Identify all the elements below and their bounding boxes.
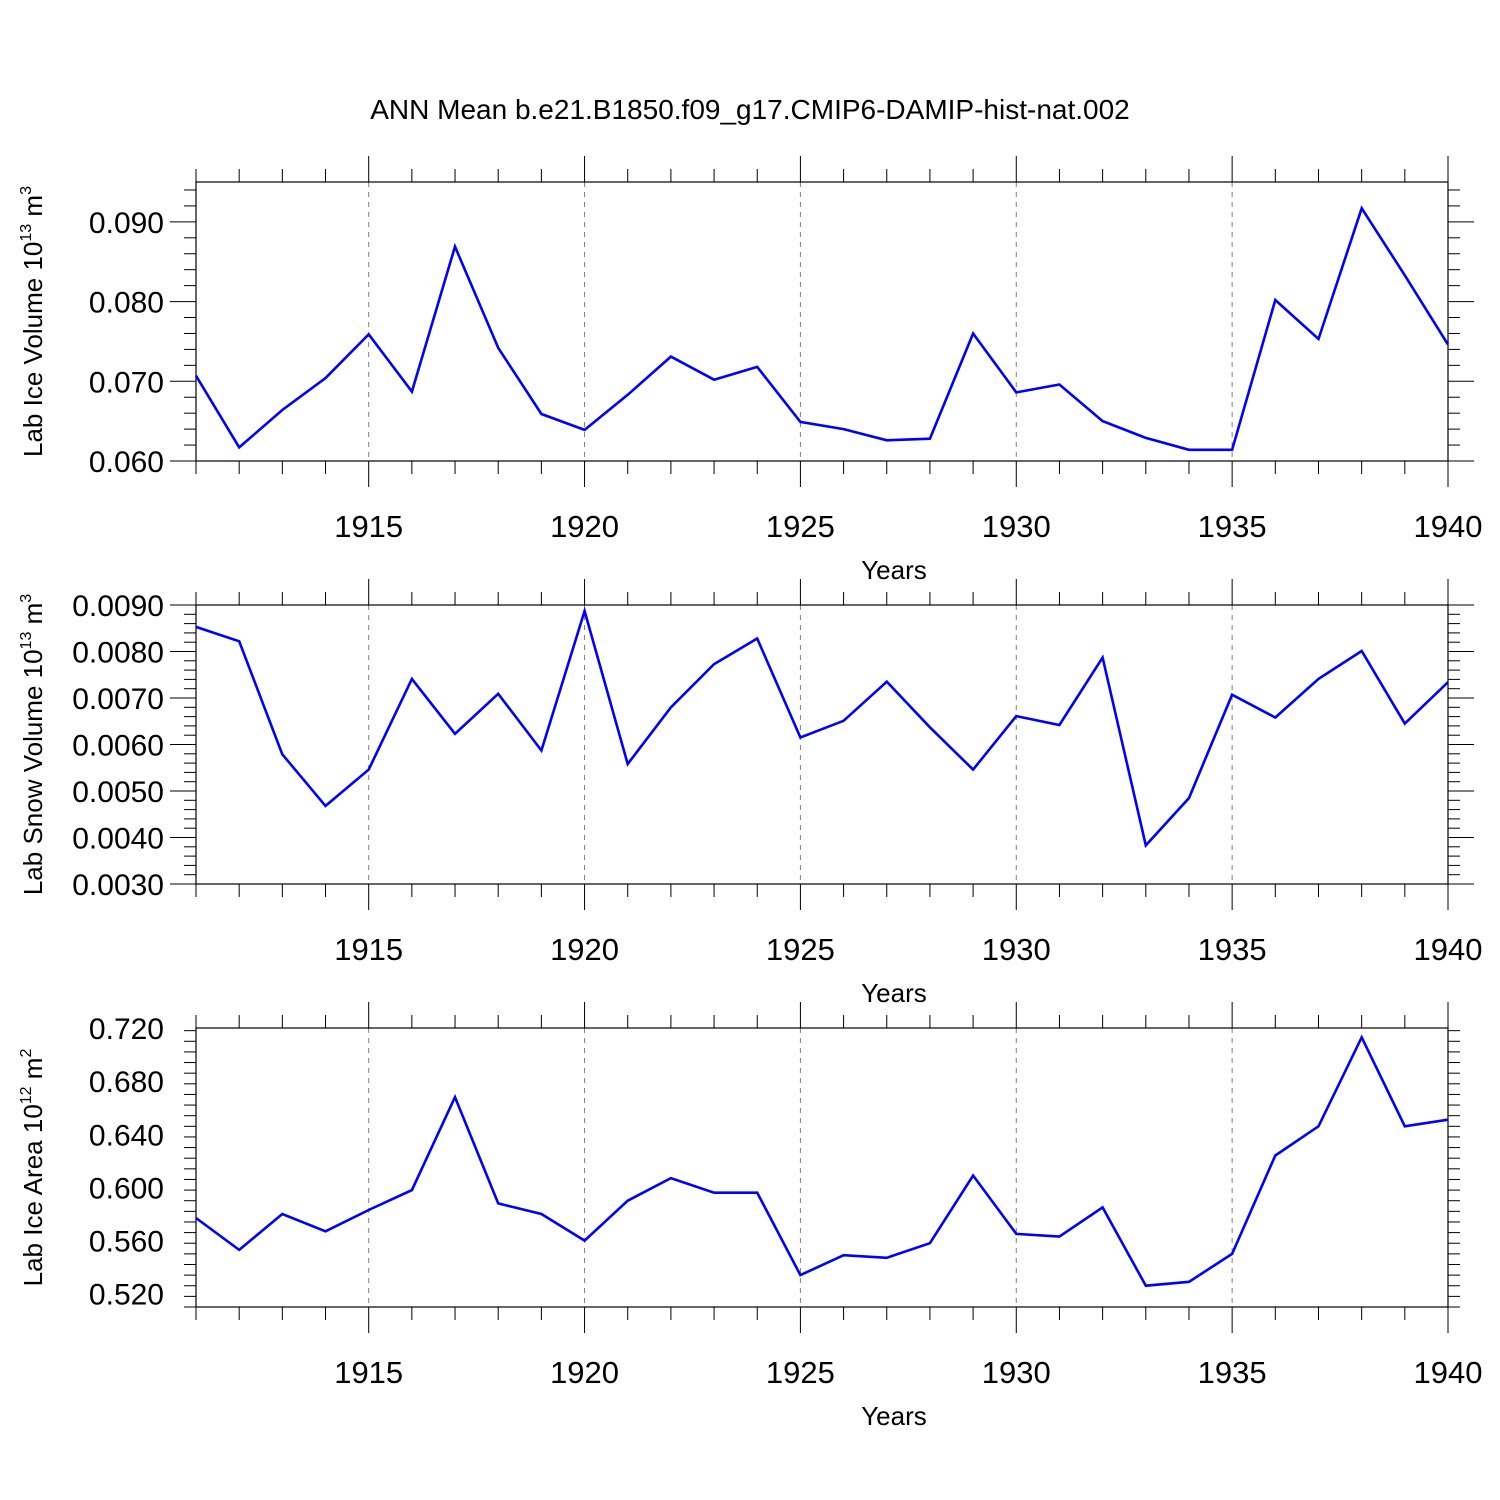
x-axis-label: Years xyxy=(861,1401,927,1431)
y-tick-label: 0.520 xyxy=(89,1279,164,1312)
y-tick-label: 0.0060 xyxy=(72,730,164,763)
y-tick-label: 0.0030 xyxy=(72,869,164,902)
x-tick-label: 1940 xyxy=(1414,932,1483,967)
y-tick-label: 0.0080 xyxy=(72,637,164,670)
x-tick-label: 1940 xyxy=(1414,509,1483,544)
series-line xyxy=(195,606,1449,849)
x-tick-label: 1920 xyxy=(550,932,619,967)
x-tick-label: 1925 xyxy=(766,1355,835,1390)
x-tick-label: 1920 xyxy=(550,509,619,544)
y-tick-label: 0.720 xyxy=(89,1013,164,1046)
series-line xyxy=(194,205,1450,452)
y-tick-label: 0.0090 xyxy=(72,590,164,623)
x-tick-label: 1935 xyxy=(1198,1355,1267,1390)
x-tick-label: 1930 xyxy=(982,509,1051,544)
y-axis-label: Lab Snow Volume 1013 m3 xyxy=(18,594,48,895)
x-tick-label: 1915 xyxy=(334,932,403,967)
y-tick-label: 0.680 xyxy=(89,1066,164,1099)
y-tick-label: 0.640 xyxy=(89,1119,164,1152)
panel-1: 0.060 0.070 0.080 0.090 1915 1920 1925 1930 1935… xyxy=(18,156,1482,585)
x-tick-label: 1930 xyxy=(982,932,1051,967)
chart-title: ANN Mean b.e21.B1850.f09_g17.CMIP6-DAMIP… xyxy=(370,94,1130,125)
y-tick-label: 0.060 xyxy=(89,446,164,479)
plot-frame xyxy=(195,604,1449,885)
y-tick-label: 0.080 xyxy=(89,287,164,320)
x-tick-label: 1915 xyxy=(334,1355,403,1390)
y-tick-label: 0.600 xyxy=(89,1172,164,1205)
plot-frame xyxy=(195,1027,1449,1308)
y-tick-label: 0.0040 xyxy=(72,823,164,856)
panel-3: 0.520 0.560 0.600 0.640 0.680 0.720 1915 1920 19… xyxy=(18,1002,1482,1431)
x-tick-label: 1925 xyxy=(766,932,835,967)
x-axis-label: Years xyxy=(861,555,927,585)
y-axis-label: Lab Ice Volume 1013 m3 xyxy=(18,186,48,457)
y-tick-label: 0.0070 xyxy=(72,683,164,716)
plot-frame xyxy=(195,181,1449,462)
panel-2: 0.0030 0.0040 0.0050 0.0060 0.0070 0.0080 0.00… xyxy=(18,579,1482,1008)
y-tick-label: 0.090 xyxy=(89,207,164,240)
y-tick-label: 0.070 xyxy=(89,366,164,399)
x-axis-label: Years xyxy=(861,978,927,1008)
y-tick-label: 0.560 xyxy=(89,1226,164,1259)
x-tick-label: 1930 xyxy=(982,1355,1051,1390)
y-tick-label: 0.0050 xyxy=(72,776,164,809)
x-tick-label: 1915 xyxy=(334,509,403,544)
y-axis-label: Lab Ice Area 1012 m2 xyxy=(18,1049,48,1287)
x-tick-label: 1925 xyxy=(766,509,835,544)
x-tick-label: 1935 xyxy=(1198,932,1267,967)
series-line xyxy=(195,1034,1449,1288)
x-tick-label: 1935 xyxy=(1198,509,1267,544)
x-tick-label: 1940 xyxy=(1414,1355,1483,1390)
x-tick-label: 1920 xyxy=(550,1355,619,1390)
